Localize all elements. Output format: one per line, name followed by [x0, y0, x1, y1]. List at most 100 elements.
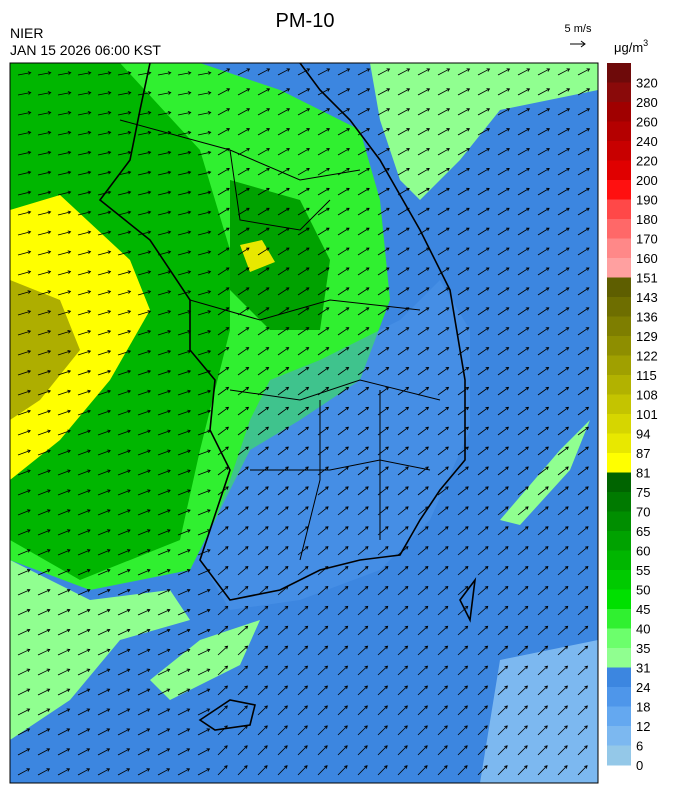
- wind-arrow: [337, 307, 350, 316]
- wind-arrow: [197, 728, 211, 736]
- wind-arrow: [57, 748, 71, 756]
- wind-arrow: [177, 469, 191, 476]
- wind-arrow: [417, 108, 431, 116]
- map-frame: [9, 62, 599, 784]
- colorbar-swatch: [607, 258, 631, 278]
- wind-arrow: [197, 71, 212, 76]
- wind-arrow: [157, 409, 172, 416]
- wind-arrow: [177, 190, 192, 196]
- wind-arrow: [37, 330, 52, 336]
- wind-arrow: [77, 549, 91, 556]
- wind-arrow: [437, 466, 449, 476]
- wind-arrow: [417, 566, 429, 576]
- wind-arrow: [277, 128, 291, 136]
- wind-arrow: [37, 449, 51, 456]
- wind-arrow: [537, 765, 548, 776]
- wind-arrow: [277, 665, 289, 676]
- wind-arrow: [137, 529, 151, 536]
- wind-arrow: [257, 168, 270, 176]
- wind-arrow: [397, 745, 408, 756]
- wind-arrow: [317, 128, 331, 136]
- wind-arrow: [277, 227, 290, 236]
- wind-arrow: [337, 526, 349, 536]
- wind-arrow: [497, 386, 510, 396]
- wind-arrow: [317, 685, 328, 696]
- wind-arrow: [177, 608, 191, 616]
- wind-arrow: [117, 768, 131, 776]
- wind-arrow: [457, 566, 469, 576]
- wind-arrow: [497, 605, 509, 616]
- wind-arrow: [497, 247, 510, 256]
- wind-arrow: [577, 566, 589, 576]
- wind-arrow: [517, 267, 530, 276]
- wind-arrow: [517, 148, 530, 156]
- wind-arrow: [137, 91, 152, 96]
- wind-arrow: [437, 148, 450, 156]
- unit-exponent: 3: [643, 38, 648, 48]
- wind-arrow: [97, 409, 112, 416]
- wind-arrow: [17, 529, 31, 536]
- colorbar-label: 24: [636, 680, 650, 695]
- wind-arrow: [217, 227, 230, 236]
- wind-arrow: [157, 768, 171, 776]
- wind-arrow: [397, 486, 409, 496]
- wind-arrow: [57, 708, 71, 716]
- wind-arrow: [517, 128, 531, 136]
- wind-arrow: [537, 685, 548, 696]
- wind-arrow: [497, 327, 510, 336]
- wind-arrow: [437, 347, 450, 356]
- wind-arrow: [337, 247, 350, 256]
- wind-arrow: [37, 230, 52, 236]
- wind-arrow: [357, 347, 370, 356]
- wind-arrow: [177, 569, 191, 576]
- wind-arrow: [117, 728, 131, 736]
- wind-arrow: [297, 108, 311, 116]
- wind-arrow: [217, 68, 231, 76]
- wind-arrow: [197, 688, 211, 696]
- wind-arrow: [177, 708, 191, 716]
- wind-arrow: [137, 469, 151, 476]
- wind-arrow: [37, 668, 51, 676]
- wind-arrow: [417, 207, 430, 216]
- wind-arrow: [457, 625, 469, 636]
- wind-arrow: [397, 466, 409, 476]
- wind-arrow: [137, 708, 151, 716]
- wind-arrow: [537, 725, 548, 736]
- wind-arrow: [577, 267, 590, 276]
- wind-arrow: [197, 389, 212, 396]
- wind-arrow: [17, 111, 32, 116]
- wind-arrow: [437, 685, 448, 696]
- wind-arrow: [357, 685, 368, 696]
- wind-arrow: [437, 585, 449, 596]
- wind-arrow: [277, 446, 289, 456]
- colorbar-swatch: [607, 199, 631, 220]
- wind-arrow: [197, 569, 211, 576]
- wind-arrow: [197, 529, 211, 536]
- wind-arrow: [537, 347, 550, 356]
- wind-arrow: [197, 449, 211, 456]
- wind-arrow: [77, 748, 91, 756]
- wind-arrow: [417, 486, 429, 496]
- wind-arrow: [317, 367, 330, 376]
- wind-arrow: [577, 68, 591, 76]
- wind-arrow: [577, 745, 588, 756]
- wind-arrow: [577, 486, 589, 496]
- wind-arrow: [157, 270, 172, 276]
- wind-arrow: [397, 446, 409, 456]
- wind-arrow: [77, 489, 91, 496]
- wind-arrow: [397, 307, 410, 316]
- wind-arrow: [577, 207, 590, 216]
- wind-arrow: [577, 725, 588, 736]
- colorbar-swatch: [607, 121, 631, 142]
- datetime: JAN 15 2026 06:00 KST: [10, 42, 161, 58]
- wind-arrow: [17, 91, 32, 96]
- colorbar-swatch: [607, 160, 631, 181]
- wind-arrow: [377, 566, 389, 576]
- wind-arrow: [37, 489, 51, 496]
- colorbar-swatch: [607, 531, 631, 551]
- wind-arrow: [477, 367, 490, 376]
- wind-arrow: [297, 88, 311, 96]
- wind-arrow: [417, 725, 428, 736]
- colorbar-swatch: [607, 82, 631, 103]
- wind-arrow: [37, 748, 51, 756]
